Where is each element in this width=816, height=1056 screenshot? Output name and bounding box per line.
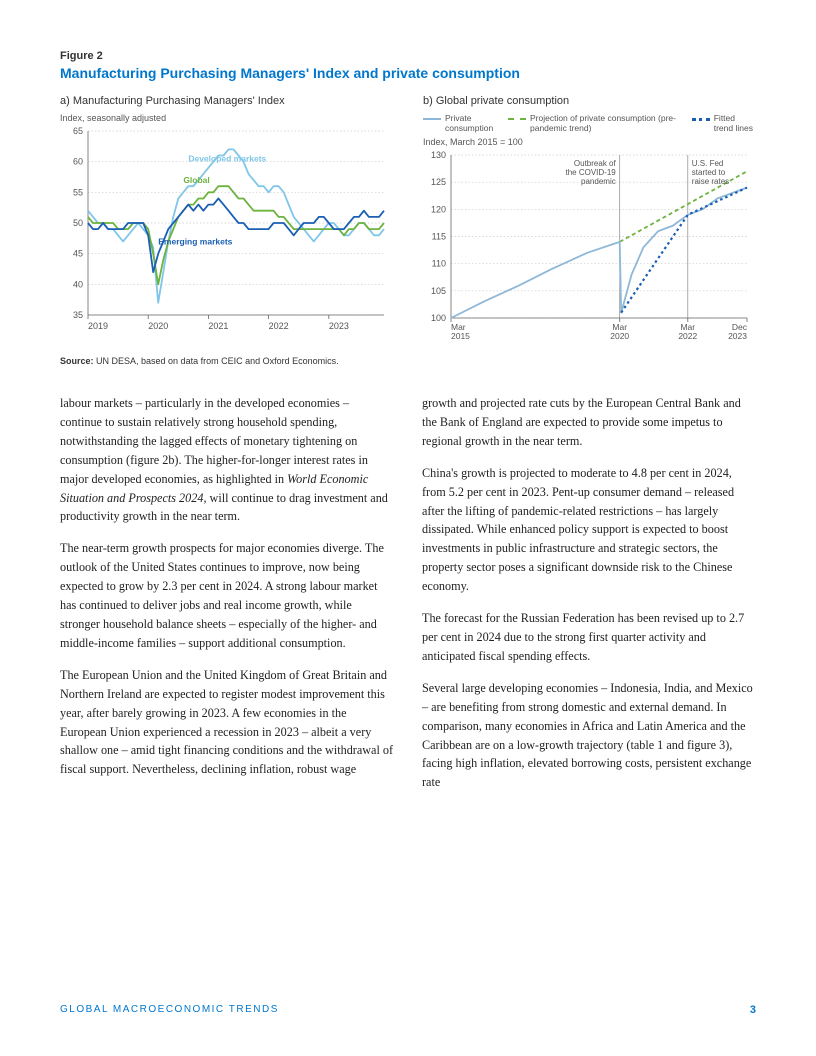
svg-text:raise rates: raise rates [692, 177, 729, 186]
panel-b-title: b) Global private consumption [423, 95, 756, 107]
footer-section: GLOBAL MACROECONOMIC TRENDS [60, 1004, 279, 1016]
chart-a-svg: 35 40 45 50 55 60 65 2019 2020 2021 2022 2023 Develo… [60, 127, 390, 337]
svg-text:2019: 2019 [88, 321, 108, 331]
figure-label: Figure 2 [60, 50, 756, 62]
panel-a: a) Manufacturing Purchasing Managers' In… [60, 95, 393, 346]
body-p3: The European Union and the United Kingdo… [60, 666, 394, 779]
source-text: UN DESA, based on data from CEIC and Oxf… [96, 356, 339, 366]
svg-text:2023: 2023 [728, 331, 747, 341]
svg-text:100: 100 [431, 313, 446, 323]
svg-text:125: 125 [431, 177, 446, 187]
body-p7: Several large developing economies – Ind… [422, 679, 756, 792]
svg-text:60: 60 [73, 157, 83, 167]
svg-text:pandemic: pandemic [581, 177, 616, 186]
body-p1: labour markets – particularly in the dev… [60, 394, 394, 526]
legend-projection: Projection of private consumption (pre-p… [508, 113, 682, 133]
svg-text:120: 120 [431, 204, 446, 214]
svg-text:Outbreak of: Outbreak of [574, 159, 617, 168]
body-p2: The near-term growth prospects for major… [60, 539, 394, 652]
svg-text:2015: 2015 [451, 331, 470, 341]
figure-title: Manufacturing Purchasing Managers' Index… [60, 65, 756, 81]
page-footer: GLOBAL MACROECONOMIC TRENDS 3 [60, 1004, 756, 1016]
footer-page-number: 3 [750, 1004, 756, 1016]
svg-text:40: 40 [73, 279, 83, 289]
svg-text:110: 110 [432, 259, 446, 269]
svg-text:Global: Global [183, 175, 209, 185]
svg-text:115: 115 [432, 232, 446, 242]
legend-private-label: Private consumption [445, 113, 498, 133]
legend-projection-label: Projection of private consumption (pre-p… [530, 113, 682, 133]
panel-b: b) Global private consumption Private co… [423, 95, 756, 346]
svg-text:65: 65 [73, 127, 83, 136]
svg-text:2022: 2022 [269, 321, 289, 331]
svg-text:2020: 2020 [148, 321, 168, 331]
body-p4: growth and projected rate cuts by the Eu… [422, 394, 756, 451]
svg-text:2021: 2021 [208, 321, 228, 331]
body-text: labour markets – particularly in the dev… [60, 394, 756, 799]
svg-text:2022: 2022 [678, 331, 697, 341]
body-p5: China's growth is projected to moderate … [422, 464, 756, 596]
svg-text:2020: 2020 [610, 331, 629, 341]
svg-text:2023: 2023 [329, 321, 349, 331]
panel-a-ylabel: Index, seasonally adjusted [60, 113, 393, 123]
svg-text:Emerging markets: Emerging markets [158, 236, 232, 246]
panel-a-title: a) Manufacturing Purchasing Managers' In… [60, 95, 393, 107]
svg-text:U.S. Fed: U.S. Fed [692, 159, 724, 168]
svg-text:105: 105 [431, 286, 446, 296]
svg-text:50: 50 [73, 218, 83, 228]
panel-b-legend: Private consumption Projection of privat… [423, 113, 756, 133]
source-line: Source: UN DESA, based on data from CEIC… [60, 356, 756, 366]
svg-text:the COVID-19: the COVID-19 [565, 168, 616, 177]
chart-b-svg: 100105110115120125130Mar2015Mar2020Mar20… [423, 151, 753, 346]
svg-text:55: 55 [73, 187, 83, 197]
svg-text:Developed markets: Developed markets [188, 154, 266, 164]
svg-text:35: 35 [73, 310, 83, 320]
charts-row: a) Manufacturing Purchasing Managers' In… [60, 95, 756, 346]
svg-text:130: 130 [431, 151, 446, 160]
legend-fitted-label: Fitted trend lines [714, 113, 756, 133]
legend-private: Private consumption [423, 113, 498, 133]
body-p6: The forecast for the Russian Federation … [422, 609, 756, 666]
panel-b-ylabel: Index, March 2015 = 100 [423, 137, 756, 147]
svg-text:45: 45 [73, 249, 83, 259]
svg-text:started to: started to [692, 168, 726, 177]
legend-fitted: Fitted trend lines [692, 113, 756, 133]
